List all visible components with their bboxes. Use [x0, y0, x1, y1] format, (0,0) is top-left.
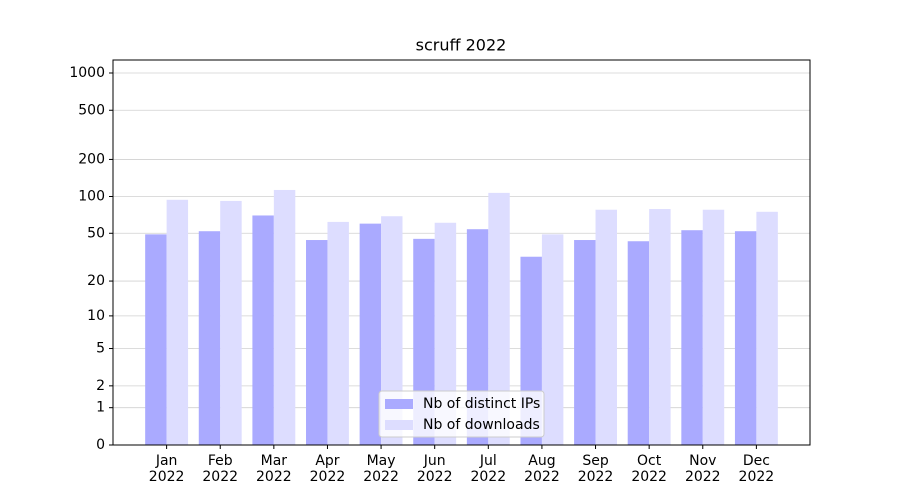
- bar: [198, 231, 221, 445]
- x-tick-label: Oct 2022: [631, 453, 667, 485]
- y-tick-label: 500: [78, 102, 105, 118]
- bar: [627, 241, 650, 445]
- bar: [252, 215, 274, 445]
- bar: [734, 231, 757, 445]
- x-tick-label: Jun 2022: [416, 453, 453, 485]
- y-tick-label: 2: [96, 378, 105, 394]
- bar: [145, 234, 167, 445]
- y-tick-label: 200: [78, 151, 105, 167]
- x-tick-label: Sep 2022: [577, 453, 614, 485]
- bar: [574, 240, 596, 445]
- bar: [166, 199, 189, 445]
- bar: [756, 211, 778, 445]
- chart-title: scruff 2022: [416, 36, 507, 55]
- legend-label: Nb of downloads: [423, 417, 540, 433]
- bar: [649, 209, 671, 445]
- x-tick-label: Dec 2022: [738, 453, 775, 485]
- bar: [595, 209, 617, 445]
- x-tick-label: Feb 2022: [202, 453, 239, 485]
- bar: [488, 192, 510, 445]
- legend-box: [378, 390, 545, 438]
- bar: [220, 200, 242, 445]
- x-tick-label: Apr 2022: [309, 453, 346, 485]
- y-tick-label: 100: [78, 188, 105, 204]
- bar: [541, 234, 564, 445]
- legend-swatch: [385, 420, 413, 430]
- bar: [381, 216, 403, 445]
- x-tick-label: Nov 2022: [684, 453, 721, 485]
- bar: [306, 240, 328, 445]
- legend: Nb of distinct IPs Nb of downloads: [378, 390, 545, 438]
- y-tick-label: 10: [87, 308, 105, 324]
- bar: [681, 230, 703, 445]
- x-tick-label: Aug 2022: [524, 453, 560, 485]
- bar: [327, 221, 349, 445]
- x-tick-label: Jul 2022: [470, 453, 507, 485]
- legend-swatch: [385, 399, 413, 409]
- y-tick-label: 20: [87, 273, 105, 289]
- bar: [702, 209, 725, 445]
- bar: [273, 189, 296, 445]
- bar: [359, 223, 382, 445]
- y-tick-label: 50: [87, 225, 105, 241]
- y-tick-label: 1: [96, 400, 105, 416]
- y-tick-label: 0: [96, 437, 105, 453]
- bar: [434, 222, 457, 445]
- plot-frame: [112, 59, 811, 446]
- y-tick-label: 1000: [69, 65, 105, 81]
- legend-label: Nb of distinct IPs: [423, 396, 540, 412]
- y-tick-label: 5: [96, 341, 105, 357]
- x-tick-label: Mar 2022: [256, 453, 292, 485]
- x-tick-label: May 2022: [363, 453, 399, 485]
- x-tick-label: Jan 2022: [148, 453, 185, 485]
